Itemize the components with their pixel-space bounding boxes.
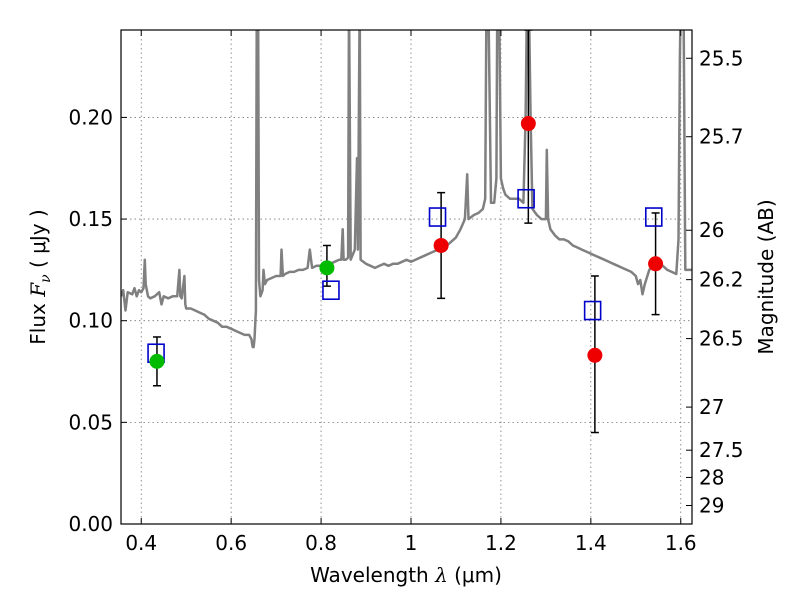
model-photometry-square (644, 207, 663, 227)
measurement-point-red (587, 347, 603, 363)
axis-ticks: 0.4 0.6 0.8 1 1.2 1.4 1.6 0.00 0.05 0.10 0.15 0.20 2… (68, 30, 744, 555)
y-tick-label: 0.05 (68, 410, 113, 434)
x-tick-label: 0.4 (125, 531, 157, 555)
model-spectrum-layer (121, 30, 692, 349)
x-axis-title: Wavelength λ (μm) (310, 563, 502, 587)
measurement-point-green (149, 353, 165, 369)
mag-tick-label: 27 (699, 395, 724, 419)
model-photometry-square (322, 280, 340, 301)
mag-tick-label: 26.5 (699, 327, 744, 351)
mag-tick-label: 26.2 (699, 268, 744, 292)
y-tick-label: 0.15 (68, 207, 113, 231)
model-photometry-square (428, 207, 447, 227)
x-tick-label: 1.4 (575, 531, 607, 555)
y-tick-label: 0.10 (68, 309, 113, 333)
x-tick-label: 0.6 (215, 531, 247, 555)
y-tick-label: 0.20 (68, 105, 113, 129)
mag-tick-label: 25.7 (699, 125, 744, 149)
measurement-point-green (319, 260, 335, 276)
mag-tick-label: 27.5 (699, 438, 744, 462)
x-tick-label: 1.6 (665, 531, 697, 555)
measurement-points (149, 116, 664, 369)
model-spectrum-line (121, 30, 692, 349)
mag-tick-label: 28 (699, 465, 724, 489)
x-tick-label: 1 (405, 531, 418, 555)
x-tick-label: 0.8 (305, 531, 337, 555)
mag-tick-label: 26 (699, 218, 724, 242)
plot-frame (120, 29, 693, 525)
x-tick-label: 1.2 (485, 531, 517, 555)
mag-tick-label: 25.5 (699, 46, 744, 70)
measurement-point-red (520, 116, 536, 132)
y-tick-label: 0.00 (68, 512, 113, 536)
y2-axis-title: Magnitude (AB) (754, 199, 778, 354)
mag-tick-label: 29 (699, 494, 724, 518)
measurement-point-red (433, 237, 449, 253)
measurement-point-red (648, 256, 664, 272)
y-axis-title: Flux Fν ( μJy ) (26, 209, 54, 344)
model-photometry-square (583, 300, 602, 321)
model-photometry-square (517, 188, 535, 209)
